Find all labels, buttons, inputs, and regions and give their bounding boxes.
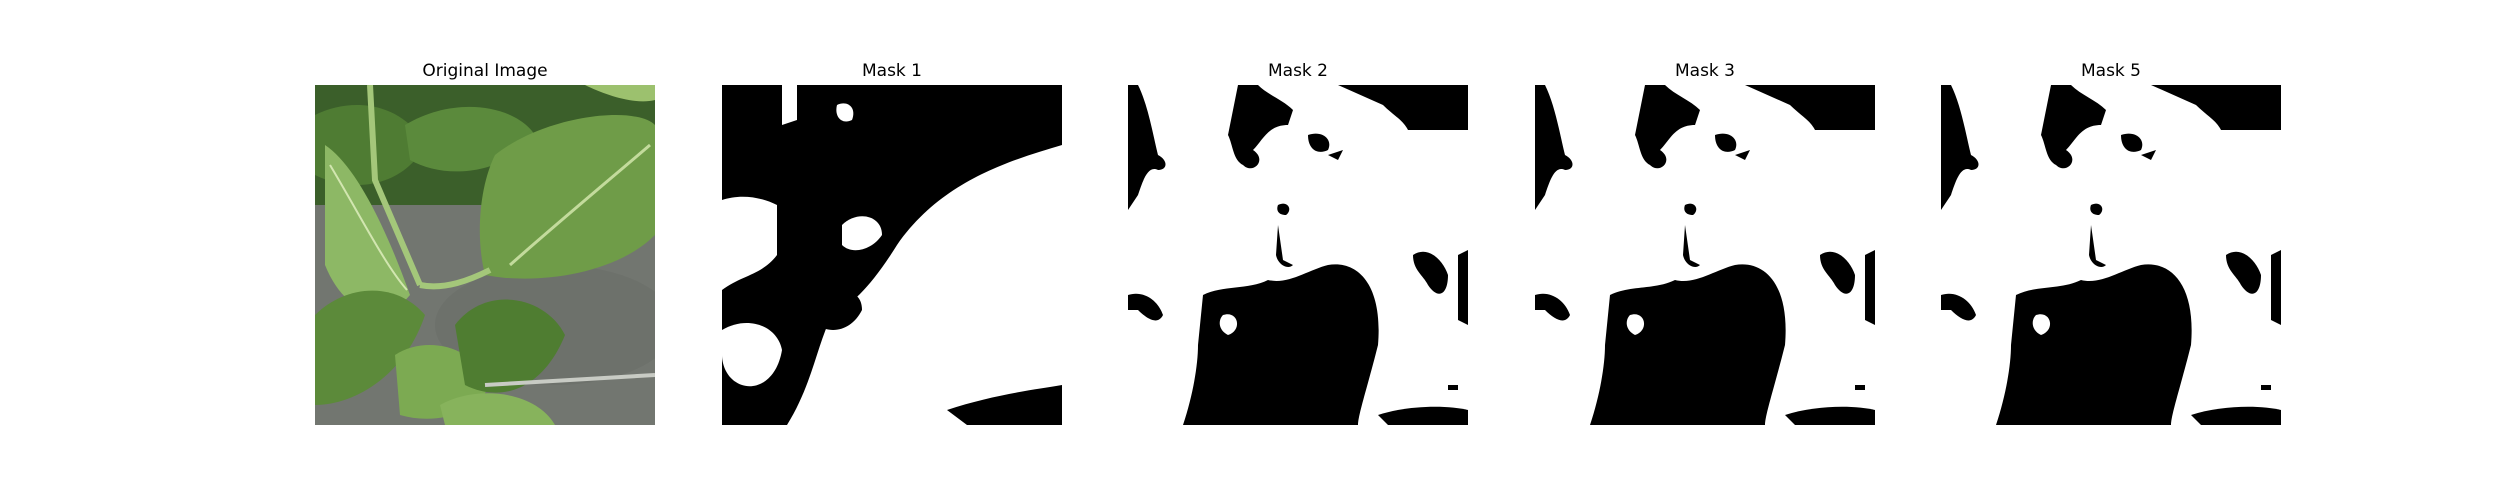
panel-title: Original Image	[422, 61, 548, 81]
mask-3-image	[1535, 85, 1875, 425]
panel-title: Mask 5	[2080, 61, 2141, 81]
mask-3	[1535, 85, 1875, 425]
panel-title: Mask 1	[861, 61, 922, 81]
mask-5-image	[1941, 85, 2281, 425]
panel-title: Mask 3	[1674, 61, 1735, 81]
original-image	[315, 85, 655, 425]
mask-2-image	[1128, 85, 1468, 425]
panel-title: Mask 2	[1267, 61, 1328, 81]
mask-2	[1128, 85, 1468, 425]
mask-1-image	[722, 85, 1062, 425]
leaf-photo	[315, 85, 655, 425]
mask-5	[1941, 85, 2281, 425]
mask-1	[722, 85, 1062, 425]
